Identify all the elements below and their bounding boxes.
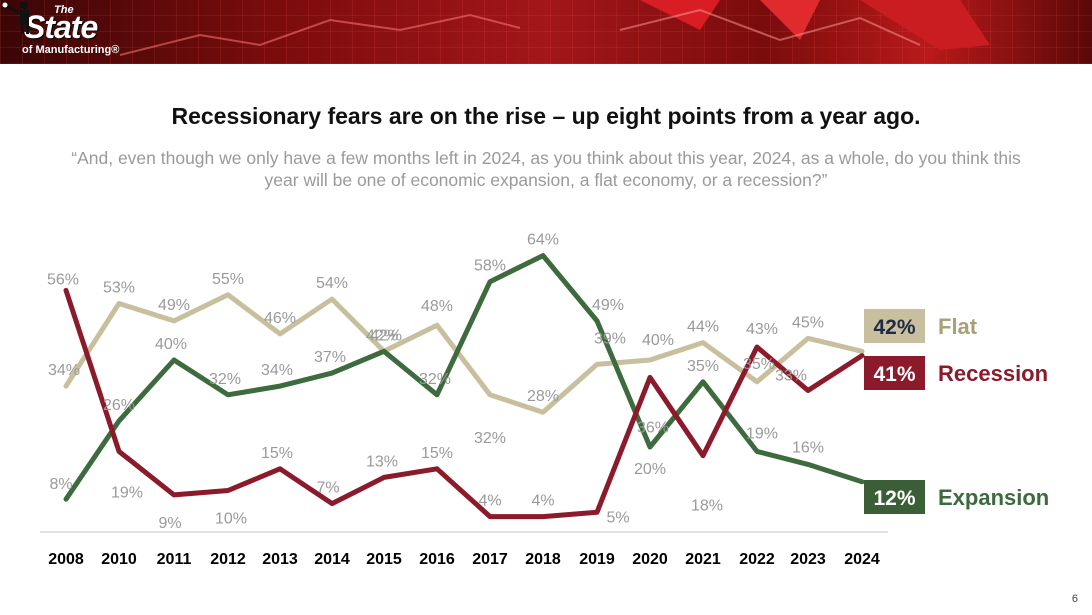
x-tick-label: 2024 (844, 551, 880, 568)
data-label-recession: 43% (746, 321, 778, 338)
data-label-flat: 42% (370, 327, 402, 344)
data-label-flat: 54% (316, 275, 348, 292)
end-box-expansion (864, 480, 925, 514)
data-label-expansion: 19% (746, 425, 778, 442)
data-label-expansion: 34% (261, 362, 293, 379)
data-label-flat: 53% (103, 279, 135, 296)
data-label-expansion: 35% (687, 358, 719, 375)
x-tick-label: 2021 (685, 551, 721, 568)
data-label-expansion: 20% (634, 461, 666, 478)
data-label-recession: 19% (111, 484, 143, 501)
x-tick-label: 2011 (157, 551, 192, 568)
data-label-flat: 35% (743, 356, 775, 373)
data-label-expansion: 42% (366, 327, 398, 344)
series-line-expansion (63, 253, 865, 502)
data-label-recession: 7% (316, 480, 339, 497)
x-tick-label: 2008 (48, 551, 84, 568)
data-label-expansion: 26% (103, 397, 135, 414)
data-label-expansion: 64% (527, 232, 559, 249)
data-label-recession: 15% (261, 445, 293, 462)
x-tick-label: 2016 (419, 551, 455, 568)
data-label-expansion: 40% (155, 336, 187, 353)
slide-title: Recessionary fears are on the rise – up … (171, 103, 921, 129)
data-label-recession: 36% (637, 419, 669, 436)
data-label-recession: 33% (775, 367, 807, 384)
logo-sub-text: of Manufacturing® (22, 44, 120, 56)
x-tick-label: 2022 (739, 551, 775, 568)
data-label-recession: 5% (606, 509, 629, 526)
data-label-flat: 49% (158, 297, 190, 314)
data-label-flat: 55% (212, 271, 244, 288)
chart-data-labels: 34% 53% 49% 55% 46% 54% 42% 48% 32% 28% 39% 40% 44% 3… (47, 232, 824, 532)
end-value-recession: 41% (873, 363, 915, 386)
x-tick-label: 2018 (525, 551, 561, 568)
state-of-manufacturing-logo: The State of Manufacturing® (20, 4, 132, 60)
data-label-recession: 9% (158, 515, 181, 532)
data-label-expansion: 58% (474, 258, 506, 275)
data-label-expansion: 16% (792, 439, 824, 456)
x-tick-label: 2010 (101, 551, 137, 568)
series-line-flat (63, 292, 865, 415)
data-label-flat: 44% (687, 319, 719, 336)
logo-main-text: State (24, 9, 98, 45)
data-label-flat: 34% (48, 362, 80, 379)
data-label-flat: 32% (474, 430, 506, 447)
end-box-recession (864, 356, 925, 390)
banner-decoration (119, 0, 990, 56)
data-label-expansion: 32% (209, 371, 241, 388)
legend-label-recession: Recession (938, 361, 1048, 386)
data-label-expansion: 8% (49, 476, 72, 493)
page-number: 6 (1071, 593, 1078, 605)
x-tick-label: 2023 (790, 551, 826, 568)
x-tick-label: 2012 (210, 551, 246, 568)
x-tick-label: 2020 (632, 551, 668, 568)
data-label-flat: 45% (792, 314, 824, 331)
x-tick-label: 2015 (366, 551, 402, 568)
data-label-recession: 18% (691, 498, 723, 515)
data-label-recession: 4% (478, 493, 501, 510)
data-label-flat: 39% (594, 330, 626, 347)
series-line-recession (63, 287, 865, 520)
data-label-expansion: 49% (592, 297, 624, 314)
x-tick-label: 2013 (262, 551, 298, 568)
header-banner: The State of Manufacturing® (0, 0, 1092, 64)
logo-the-text: The (54, 4, 74, 16)
data-label-recession: 4% (531, 493, 554, 510)
x-tick-label: 2019 (579, 551, 615, 568)
end-box-flat (864, 309, 925, 343)
data-label-recession: 13% (366, 453, 398, 470)
data-label-flat: 46% (264, 310, 296, 327)
data-label-recession: 56% (47, 271, 79, 288)
x-tick-label: 2017 (472, 551, 508, 568)
data-label-recession: 15% (421, 445, 453, 462)
data-label-flat: 48% (421, 298, 453, 315)
data-label-flat: 40% (642, 332, 674, 349)
legend-label-flat: Flat (938, 314, 978, 339)
chart-end-labels: 42% Flat 41% Recession 12% Expansion (864, 309, 1049, 514)
data-label-flat: 28% (527, 388, 559, 405)
legend-label-expansion: Expansion (938, 485, 1049, 510)
data-label-recession: 10% (215, 511, 247, 528)
presenter-figure-icon (2, 1, 29, 34)
chart-lines (63, 253, 865, 520)
survey-question: “And, even though we only have a few mon… (71, 148, 1021, 190)
chart-axis-layer: 2008 2010 2011 2012 2013 2014 2015 2016 2017 2018… (40, 531, 888, 568)
end-value-expansion: 12% (873, 487, 915, 510)
data-label-expansion: 32% (419, 371, 451, 388)
x-tick-label: 2014 (314, 551, 350, 568)
end-value-flat: 42% (873, 316, 915, 339)
data-label-expansion: 37% (314, 349, 346, 366)
